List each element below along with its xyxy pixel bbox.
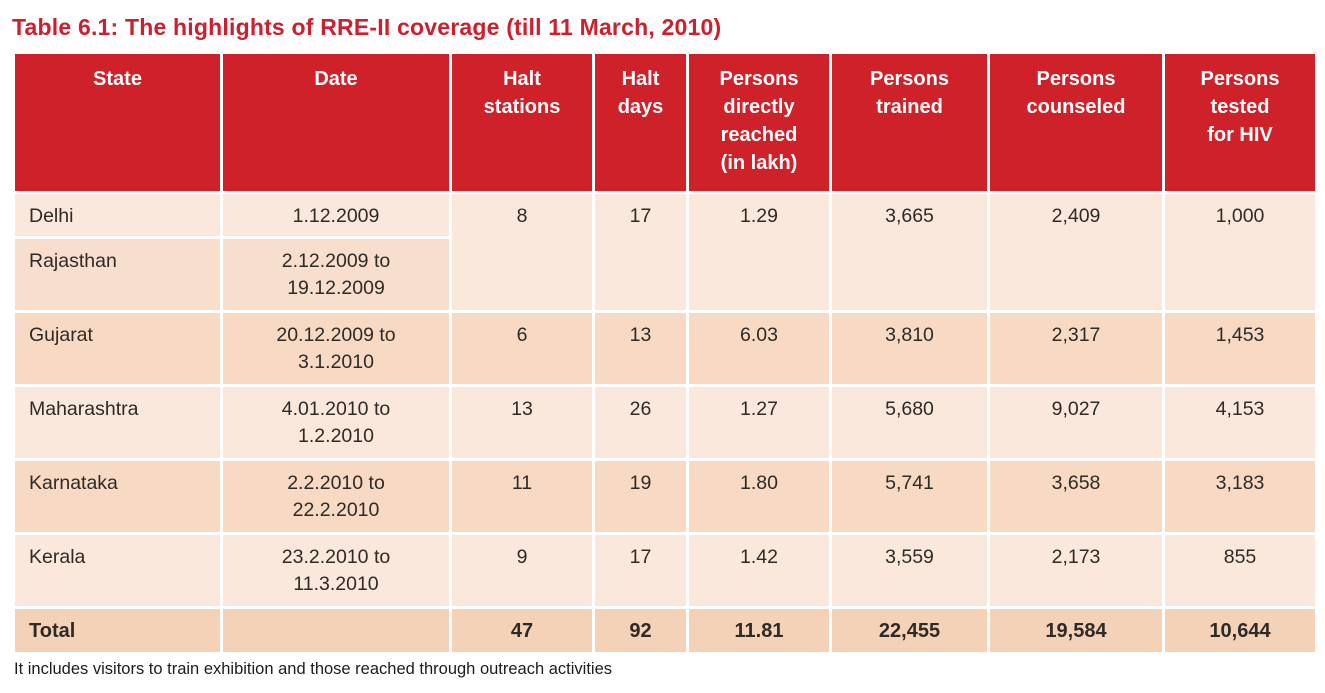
table-footnote: It includes visitors to train exhibition… (14, 660, 613, 679)
cell-persons-trained: 3,559 (829, 532, 990, 610)
cell-persons-tested: 1,453 (1162, 310, 1318, 388)
cell-persons-reached: 1.27 (686, 384, 832, 462)
cell-persons-tested: 10,644 (1162, 606, 1318, 656)
cell-persons-tested: 855 (1162, 532, 1318, 610)
cell-date: 1.12.2009 (220, 190, 452, 240)
cell-persons-reached: 6.03 (686, 310, 832, 388)
cell-persons-tested: 4,153 (1162, 384, 1318, 462)
table-row-maharashtra: Maharashtra 4.01.2010 to 1.2.2010 13 26 … (12, 384, 1318, 462)
cell-date: 20.12.2009 to 3.1.2010 (220, 310, 452, 388)
cell-total-date (220, 606, 452, 656)
cell-persons-reached: 1.29 (686, 190, 832, 314)
cell-persons-tested: 1,000 (1162, 190, 1318, 314)
cell-date: 23.2.2010 to 11.3.2010 (220, 532, 452, 610)
table-row-gujarat: Gujarat 20.12.2009 to 3.1.2010 6 13 6.03… (12, 310, 1318, 388)
cell-persons-counseled: 2,317 (987, 310, 1165, 388)
cell-halt-stations: 8 (449, 190, 595, 314)
cell-state: Maharashtra (12, 384, 223, 462)
table-row-kerala: Kerala 23.2.2010 to 11.3.2010 9 17 1.42 … (12, 532, 1318, 610)
header-row: State Date Halt stations Halt days Perso… (12, 51, 1318, 194)
table-row-rajasthan: Rajasthan 2.12.2009 to 19.12.2009 (12, 236, 1317, 314)
rre-coverage-table: State Date Halt stations Halt days Perso… (12, 51, 1318, 656)
cell-date: 4.01.2010 to 1.2.2010 (220, 384, 452, 462)
cell-persons-trained: 5,680 (829, 384, 990, 462)
cell-halt-stations: 13 (449, 384, 595, 462)
cell-halt-days: 17 (592, 532, 689, 610)
cell-halt-days: 92 (592, 606, 689, 656)
cell-state: Kerala (12, 532, 223, 610)
cell-state: Karnataka (12, 458, 223, 536)
cell-persons-counseled: 3,658 (987, 458, 1165, 536)
cell-state: Rajasthan (12, 236, 223, 314)
cell-halt-days: 13 (592, 310, 689, 388)
cell-persons-reached: 1.42 (686, 532, 832, 610)
header-halt-stations: Halt stations (449, 51, 595, 194)
table-title: Table 6.1: The highlights of RRE-II cove… (12, 14, 722, 40)
cell-persons-trained: 3,665 (829, 190, 990, 314)
table-row-karnataka: Karnataka 2.2.2010 to 22.2.2010 11 19 1.… (12, 458, 1318, 536)
header-persons-tested: Persons tested for HIV (1162, 51, 1318, 194)
cell-persons-counseled: 2,409 (987, 190, 1165, 314)
table-row-total: Total 47 92 11.81 22,455 19,584 10,644 (12, 606, 1318, 656)
cell-persons-reached: 11.81 (686, 606, 832, 656)
cell-persons-trained: 3,810 (829, 310, 990, 388)
cell-halt-stations: 6 (449, 310, 595, 388)
cell-halt-stations: 9 (449, 532, 595, 610)
cell-halt-stations: 47 (449, 606, 595, 656)
header-halt-days: Halt days (592, 51, 689, 194)
header-date: Date (220, 51, 452, 194)
cell-persons-trained: 22,455 (829, 606, 990, 656)
cell-persons-tested: 3,183 (1162, 458, 1318, 536)
cell-date: 2.12.2009 to 19.12.2009 (220, 236, 452, 314)
cell-persons-counseled: 2,173 (987, 532, 1165, 610)
cell-halt-days: 17 (592, 190, 689, 314)
cell-halt-days: 26 (592, 384, 689, 462)
cell-state: Delhi (12, 190, 223, 240)
cell-halt-stations: 11 (449, 458, 595, 536)
header-persons-reached: Persons directly reached (in lakh) (686, 51, 832, 194)
cell-persons-counseled: 19,584 (987, 606, 1165, 656)
cell-date: 2.2.2010 to 22.2.2010 (220, 458, 452, 536)
cell-persons-counseled: 9,027 (987, 384, 1165, 462)
header-persons-trained: Persons trained (829, 51, 990, 194)
header-persons-counseled: Persons counseled (987, 51, 1165, 194)
cell-halt-days: 19 (592, 458, 689, 536)
cell-total-label: Total (12, 606, 223, 656)
header-state: State (12, 51, 223, 194)
cell-persons-trained: 5,741 (829, 458, 990, 536)
report-page: Table 6.1: The highlights of RRE-II cove… (12, 14, 1318, 679)
table-row-delhi: Delhi 1.12.2009 8 17 1.29 3,665 2,409 1,… (12, 190, 1318, 314)
cell-state: Gujarat (12, 310, 223, 388)
cell-persons-reached: 1.80 (686, 458, 832, 536)
